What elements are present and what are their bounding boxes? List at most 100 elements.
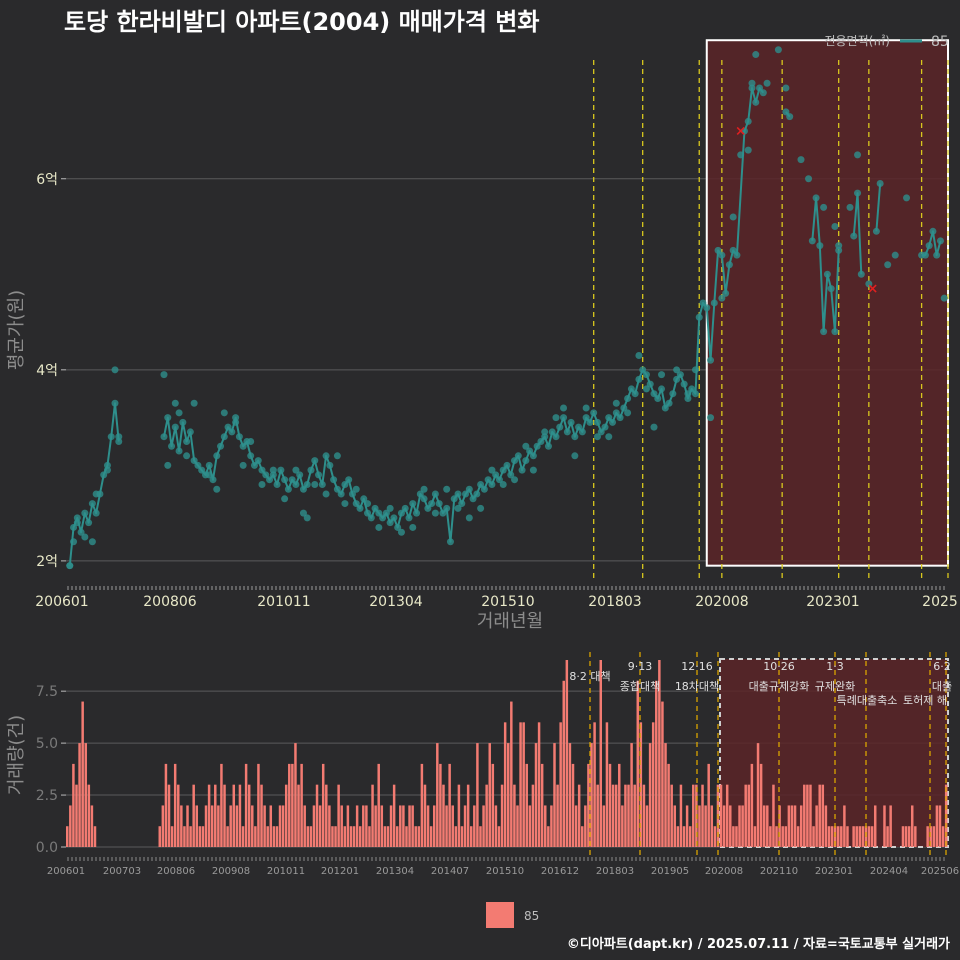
policy-labels: 8·2 대책 9·13 종합대책 12·16 18차대책 10·26 대출규제강화 1·3 규제… [569, 660, 952, 707]
volume-bar [334, 826, 337, 847]
price-point [556, 423, 564, 431]
volume-bar [485, 784, 488, 847]
volume-bar [164, 763, 168, 847]
price-point [281, 476, 289, 484]
volume-bar [429, 826, 433, 847]
volume-bar [796, 826, 800, 847]
volume-bar [685, 805, 689, 847]
price-series-line [163, 86, 765, 543]
volume-bar [732, 826, 735, 847]
price-point [443, 485, 451, 493]
price-point [73, 519, 81, 527]
price-point [631, 390, 639, 398]
volume-bar [414, 826, 417, 847]
volume-bar [633, 784, 636, 847]
price-point [665, 399, 673, 407]
price-point [292, 480, 300, 488]
volume-bar [331, 826, 334, 847]
price-point [499, 466, 507, 474]
price-point [81, 533, 89, 541]
volume-bar [84, 743, 87, 847]
price-x-tick-label: 202008 [695, 594, 748, 610]
price-point [420, 485, 428, 493]
price-y-tick-label: 6억 [36, 172, 58, 188]
volume-bar [325, 784, 328, 847]
price-x-tick-label: 202301 [806, 594, 859, 610]
price-point [379, 514, 387, 522]
volume-bar [278, 805, 282, 847]
price-y-ticks: 2억 4억 6억 [36, 172, 66, 570]
volume-bar [510, 701, 513, 847]
price-point [831, 223, 839, 231]
price-point [171, 423, 179, 431]
price-point [217, 442, 225, 450]
price-point [586, 418, 594, 426]
price-point [183, 437, 191, 445]
price-point [582, 414, 590, 422]
volume-bar [411, 805, 414, 847]
price-point [725, 261, 733, 269]
price-point [318, 480, 326, 488]
volume-bar [596, 784, 599, 847]
price-point [66, 562, 74, 570]
price-point [820, 203, 828, 211]
volume-bar [284, 784, 288, 847]
price-point [115, 433, 123, 441]
price-point [661, 404, 669, 412]
price-point [397, 528, 405, 536]
volume-bar [358, 826, 362, 847]
price-point [281, 495, 289, 503]
volume-bar [75, 784, 78, 847]
price-point [299, 509, 307, 517]
price-point [635, 351, 643, 359]
volume-bar [306, 826, 310, 847]
price-point [352, 485, 360, 493]
price-point [718, 251, 726, 259]
price-point [805, 175, 813, 183]
volume-x-tick-label: 202404 [870, 866, 908, 877]
price-point [488, 480, 496, 488]
price-point [205, 461, 213, 469]
price-point [695, 313, 703, 321]
volume-bar [661, 701, 664, 847]
price-point [680, 380, 688, 388]
volume-bar [547, 826, 550, 847]
volume-bar [861, 826, 865, 847]
volume-bar [355, 805, 359, 847]
volume-bar [420, 763, 424, 847]
price-point [612, 409, 620, 417]
volume-bar [766, 805, 769, 847]
volume-bar [220, 763, 223, 847]
price-point [484, 476, 492, 484]
price-point [160, 371, 168, 379]
volume-bar [445, 805, 448, 847]
volume-bar [442, 784, 445, 847]
volume-bar [90, 805, 94, 847]
volume-bar [630, 743, 633, 847]
volume-x-tick-label: 200703 [103, 866, 141, 877]
volume-bar [846, 826, 849, 847]
volume-bar [281, 805, 285, 847]
price-point [676, 371, 684, 379]
volume-bar [392, 784, 396, 847]
price-point [854, 151, 862, 159]
volume-bar [432, 805, 436, 847]
price-point [85, 519, 93, 527]
volume-y-axis-title: 거래량(건) [6, 715, 27, 795]
price-point [454, 490, 462, 498]
volume-bar [738, 805, 741, 847]
volume-bar [223, 784, 226, 847]
volume-bar [701, 784, 704, 847]
volume-bar [291, 763, 294, 847]
price-point [857, 270, 865, 278]
volume-bar [72, 763, 75, 847]
price-point [499, 480, 507, 488]
price-point [921, 251, 929, 259]
volume-bar [651, 722, 655, 847]
price-series-line [875, 183, 882, 232]
price-point [846, 203, 854, 211]
price-point [733, 251, 741, 259]
price-point [288, 476, 296, 484]
volume-bar [618, 763, 621, 847]
price-point [198, 466, 206, 474]
